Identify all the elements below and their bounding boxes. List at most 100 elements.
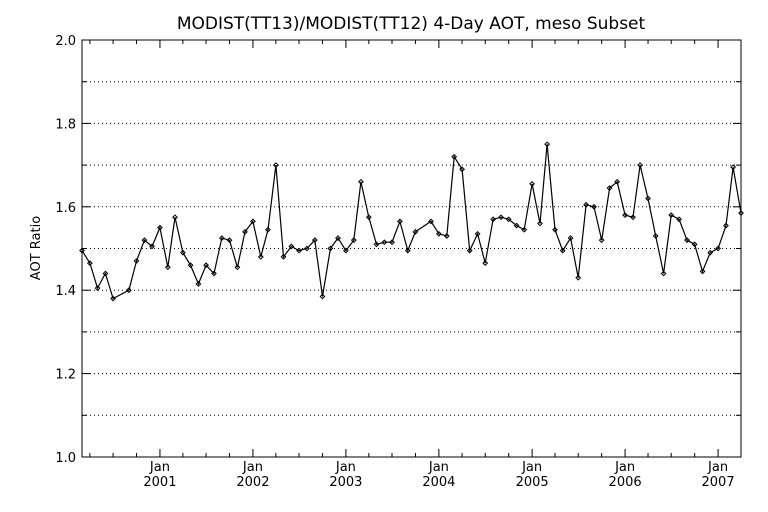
- data-point: [684, 237, 690, 244]
- x-tick-label-year: 2004: [422, 475, 455, 490]
- data-point: [723, 222, 729, 229]
- y-tick-label: 2.0: [55, 34, 76, 49]
- y-tick-label: 1.4: [55, 284, 76, 299]
- data-point: [381, 239, 388, 246]
- data-point: [637, 162, 644, 169]
- data-point: [622, 212, 629, 219]
- data-point: [296, 247, 302, 254]
- x-axis: Jan2001Jan2002Jan2003Jan2004Jan2005Jan20…: [89, 40, 735, 490]
- data-point: [272, 162, 279, 169]
- data-point: [141, 237, 148, 244]
- data-point: [226, 237, 233, 244]
- data-point: [715, 245, 721, 252]
- data-point: [660, 270, 667, 277]
- x-tick-label-month: Jan: [521, 460, 542, 475]
- data-point: [567, 235, 574, 241]
- data-point: [250, 218, 256, 225]
- y-tick-label: 1.2: [55, 368, 76, 383]
- data-point: [125, 287, 132, 294]
- data-point: [280, 253, 287, 260]
- data-point: [265, 226, 271, 233]
- data-point: [373, 241, 380, 248]
- data-point: [630, 214, 636, 221]
- x-tick-label-year: 2007: [702, 475, 735, 490]
- data-point: [451, 153, 458, 160]
- data-point: [443, 233, 450, 239]
- x-tick-label-month: Jan: [335, 460, 356, 475]
- y-tick-label: 1.8: [55, 117, 76, 132]
- grid-lines: [82, 81, 741, 416]
- data-point: [482, 260, 489, 267]
- data-point: [652, 233, 659, 239]
- data-point: [466, 247, 473, 254]
- data-point: [435, 230, 442, 237]
- data-point: [79, 247, 85, 254]
- data-point: [397, 218, 403, 225]
- data-point: [505, 216, 512, 223]
- data-point: [544, 141, 551, 148]
- data-point: [428, 218, 434, 225]
- data-point: [389, 239, 395, 246]
- data-point: [676, 216, 683, 223]
- data-point: [179, 249, 186, 256]
- data-point: [203, 262, 209, 269]
- x-tick-label-month: Jan: [614, 460, 635, 475]
- data-point: [195, 281, 202, 287]
- data-point: [358, 178, 364, 185]
- data-point: [327, 245, 334, 252]
- data-point: [490, 216, 497, 223]
- chart-title: MODIST(TT13)/MODIST(TT12) 4-Day AOT, mes…: [177, 14, 646, 34]
- x-tick-label-year: 2003: [329, 475, 362, 490]
- data-point: [335, 235, 341, 241]
- data-point: [738, 210, 744, 216]
- data-point: [218, 235, 225, 241]
- data-point: [668, 212, 675, 219]
- x-tick-label-year: 2002: [236, 475, 269, 490]
- data-point: [459, 166, 465, 173]
- data-point: [498, 214, 504, 221]
- data-point: [412, 228, 419, 235]
- data-point: [94, 285, 101, 292]
- data-point: [211, 270, 217, 277]
- data-point: [537, 220, 543, 227]
- y-tick-label: 1.0: [55, 451, 76, 466]
- data-point: [157, 224, 163, 231]
- data-point: [342, 247, 349, 254]
- data-point: [691, 241, 698, 248]
- y-tick-label: 1.6: [55, 201, 76, 216]
- data-point: [529, 180, 536, 187]
- data-point: [598, 237, 605, 244]
- x-tick-label-year: 2001: [143, 475, 176, 490]
- data-point: [591, 203, 597, 210]
- data-point: [707, 249, 714, 256]
- data-point: [350, 237, 357, 244]
- x-tick-label-year: 2006: [609, 475, 642, 490]
- data-point: [110, 295, 116, 302]
- data-point: [559, 247, 566, 254]
- data-point: [187, 262, 194, 269]
- data-point: [614, 178, 621, 185]
- data-point: [583, 201, 590, 208]
- data-point: [521, 226, 528, 233]
- data-point: [133, 258, 140, 264]
- data-point: [86, 260, 93, 267]
- data-series: [79, 141, 744, 302]
- data-point: [172, 214, 178, 221]
- data-point: [730, 164, 737, 171]
- x-tick-label-year: 2005: [516, 475, 549, 490]
- x-tick-label-month: Jan: [149, 460, 170, 475]
- x-tick-label-month: Jan: [428, 460, 449, 475]
- x-tick-label-month: Jan: [707, 460, 728, 475]
- data-point: [474, 230, 481, 237]
- data-point: [404, 247, 411, 254]
- data-point: [513, 222, 520, 229]
- series-line: [81, 144, 742, 300]
- data-point: [365, 214, 372, 221]
- y-axis-label: AOT Ratio: [29, 216, 44, 280]
- y-axis: 1.0 1.2 1.4 1.6 1.8 2.0: [55, 34, 741, 466]
- data-point: [319, 293, 326, 300]
- x-tick-label-month: Jan: [242, 460, 263, 475]
- data-point: [552, 226, 558, 233]
- data-point: [234, 264, 241, 271]
